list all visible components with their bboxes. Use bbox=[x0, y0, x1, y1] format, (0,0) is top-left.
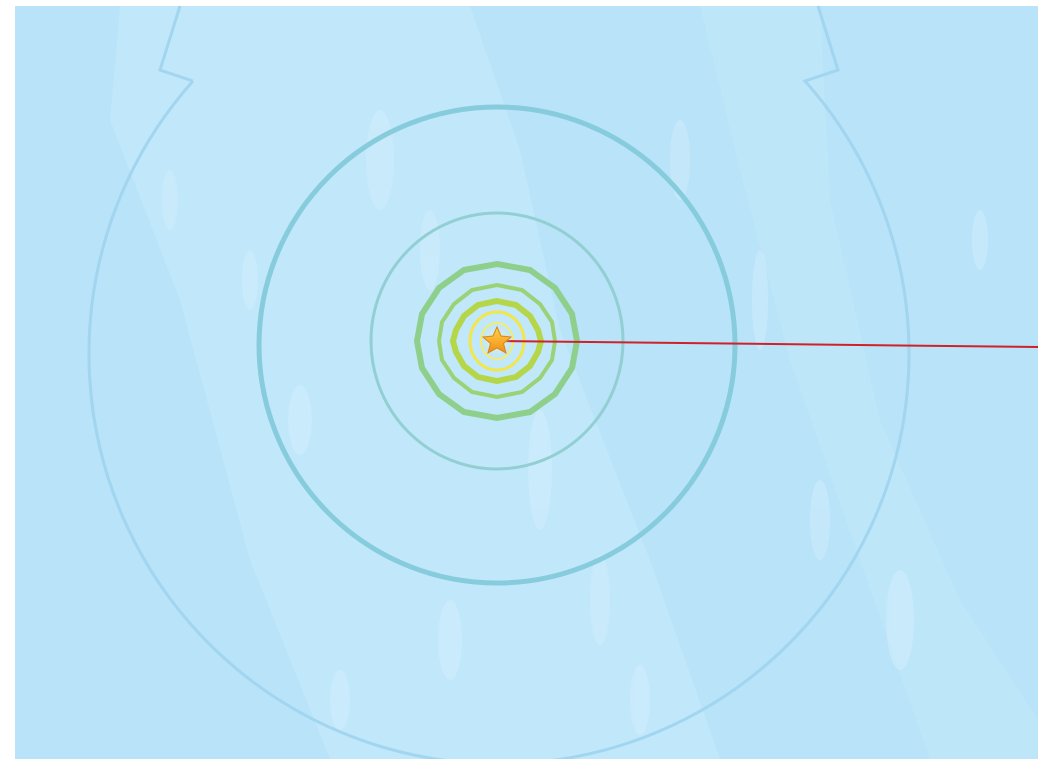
seafloor-ridge-east bbox=[700, 6, 1038, 759]
intensity-contour-outer bbox=[87, 5, 911, 759]
intensity-contour-green-outer bbox=[413, 260, 581, 422]
pointer-line bbox=[499, 340, 1038, 348]
intensity-contour-large bbox=[256, 104, 738, 586]
intensity-contour-green-inner bbox=[436, 282, 558, 400]
intensity-contour-lime bbox=[449, 297, 545, 385]
star-icon[interactable] bbox=[481, 325, 513, 355]
seafloor-texture bbox=[162, 110, 988, 735]
intensity-contour-medium bbox=[369, 211, 625, 471]
